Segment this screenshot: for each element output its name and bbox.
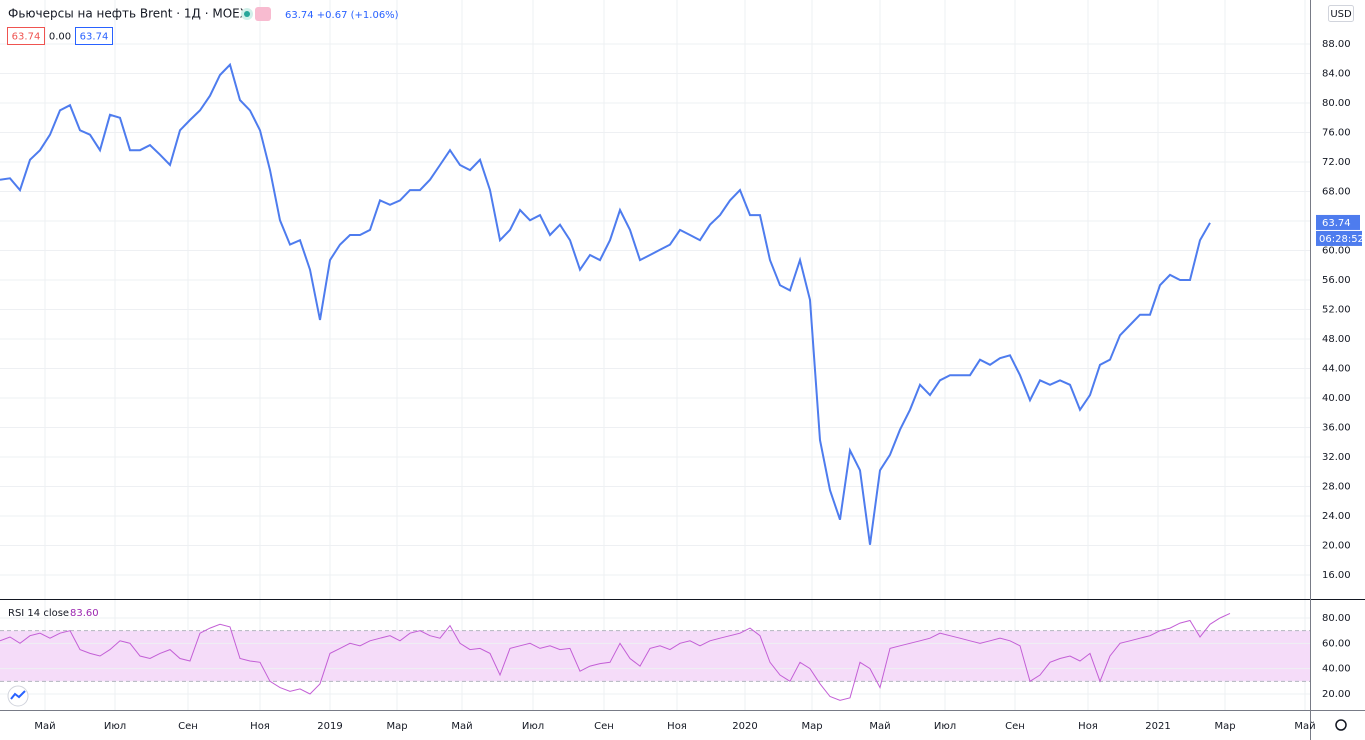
x-tick-label: 2021 — [1145, 721, 1170, 732]
x-tick-label: Май — [869, 721, 890, 732]
y-tick-label: 56.00 — [1322, 275, 1351, 286]
y-tick-label: 44.00 — [1322, 364, 1351, 375]
x-tick-label: Мар — [1214, 721, 1235, 732]
last-price-box — [1316, 214, 1360, 230]
x-tick-label: 2019 — [317, 721, 342, 732]
x-tick-label: Май — [34, 721, 55, 732]
x-tick-label: Июл — [934, 721, 956, 732]
y-tick-label: 72.00 — [1322, 157, 1351, 168]
series-line — [0, 612, 1231, 701]
x-tick-label: Ноя — [250, 721, 270, 732]
rsi-current: 83.60 — [70, 608, 99, 619]
x-tick-label: Сен — [178, 721, 198, 732]
y-tick-label: 36.00 — [1322, 423, 1351, 434]
bid-box — [7, 27, 45, 45]
x-tick-label: Июл — [522, 721, 544, 732]
y-tick-label: 20.00 — [1322, 541, 1351, 552]
x-tick-label: Сен — [1005, 721, 1025, 732]
countdown: 06:28:52 — [1319, 234, 1364, 245]
y-tick-label: 80.00 — [1322, 98, 1351, 109]
x-tick-label: Мар — [801, 721, 822, 732]
y-tick-label: 52.00 — [1322, 305, 1351, 316]
countdown-box — [1316, 230, 1362, 246]
y-tick-label: 60.00 — [1322, 246, 1351, 257]
y-tick-label: 20.00 — [1322, 689, 1351, 700]
x-tick-label: Ноя — [667, 721, 687, 732]
y-tick-label: 60.00 — [1322, 638, 1351, 649]
x-tick-label: Ноя — [1078, 721, 1098, 732]
ask-box — [75, 27, 113, 45]
logo-mark — [10, 690, 26, 700]
series-line — [0, 62, 1211, 545]
y-tick-label: 68.00 — [1322, 187, 1351, 198]
status-dot — [244, 11, 250, 17]
y-tick-label: 28.00 — [1322, 482, 1351, 493]
x-tick-label: Май — [451, 721, 472, 732]
y-tick-label: 76.00 — [1322, 128, 1351, 139]
currency-box[interactable] — [1328, 5, 1354, 22]
y-tick-label: 84.00 — [1322, 69, 1351, 80]
x-tick-label: 2020 — [732, 721, 757, 732]
x-tick-label: Сен — [594, 721, 614, 732]
x-tick-label: Мар — [386, 721, 407, 732]
x-tick-label: Июл — [104, 721, 126, 732]
rsi-band — [0, 630, 1310, 682]
settings-icon[interactable] — [1335, 719, 1347, 731]
quote: 63.74 +0.67 (+1.06%) — [285, 10, 399, 21]
y-tick-label: 40.00 — [1322, 664, 1351, 675]
chart-title: Фьючерсы на нефть Brent · 1Д · MOEX — [8, 7, 248, 21]
bid: 63.74 — [12, 32, 41, 43]
last-price-label: 63.74 — [1322, 218, 1351, 229]
y-tick-label: 88.00 — [1322, 39, 1351, 50]
delay-icon — [255, 7, 271, 21]
y-tick-label: 80.00 — [1322, 613, 1351, 624]
y-tick-label: 16.00 — [1322, 570, 1351, 581]
spread: 0.00 — [49, 32, 71, 43]
ask: 63.74 — [80, 32, 109, 43]
x-tick-label: Май — [1294, 721, 1315, 732]
y-tick-label: 40.00 — [1322, 393, 1351, 404]
rsi-title: RSI 14 close — [8, 608, 69, 619]
y-tick-label: 32.00 — [1322, 452, 1351, 463]
y-tick-label: 48.00 — [1322, 334, 1351, 345]
currency[interactable]: USD — [1330, 9, 1352, 20]
y-tick-label: 24.00 — [1322, 511, 1351, 522]
